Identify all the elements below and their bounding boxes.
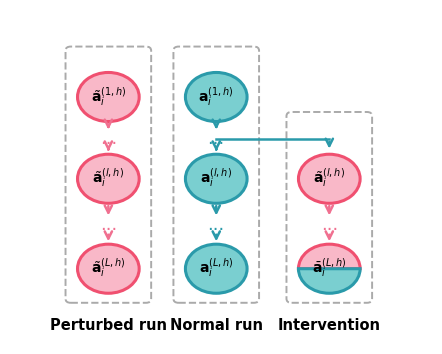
Circle shape [186,154,247,203]
Text: ...: ... [208,130,225,148]
Text: $\bar{\mathbf{a}}_i^{(L,h)}$: $\bar{\mathbf{a}}_i^{(L,h)}$ [312,257,347,280]
Text: ...: ... [208,216,225,234]
Circle shape [77,73,139,121]
Text: $\mathbf{a}_i^{(1,h)}$: $\mathbf{a}_i^{(1,h)}$ [198,85,234,109]
Text: $\tilde{\mathbf{a}}_i^{(l,h)}$: $\tilde{\mathbf{a}}_i^{(l,h)}$ [92,167,124,190]
Text: Intervention: Intervention [278,318,381,333]
Circle shape [77,154,139,203]
Wedge shape [298,244,360,269]
Text: Perturbed run: Perturbed run [50,318,167,333]
Text: ...: ... [100,216,117,234]
Circle shape [186,244,247,293]
Text: $\tilde{\mathbf{a}}_i^{(L,h)}$: $\tilde{\mathbf{a}}_i^{(L,h)}$ [91,257,126,280]
Text: Normal run: Normal run [170,318,263,333]
Text: ...: ... [100,130,117,148]
Text: $\mathbf{a}_i^{(l,h)}$: $\mathbf{a}_i^{(l,h)}$ [200,167,232,190]
Circle shape [77,244,139,293]
Circle shape [298,154,360,203]
Wedge shape [298,269,360,293]
Circle shape [186,73,247,121]
Text: ...: ... [320,216,338,234]
Text: $\tilde{\mathbf{a}}_i^{(1,h)}$: $\tilde{\mathbf{a}}_i^{(1,h)}$ [91,85,126,109]
Text: $\tilde{\mathbf{a}}_i^{(l,h)}$: $\tilde{\mathbf{a}}_i^{(l,h)}$ [313,167,345,190]
Text: $\mathbf{a}_i^{(L,h)}$: $\mathbf{a}_i^{(L,h)}$ [199,257,234,280]
